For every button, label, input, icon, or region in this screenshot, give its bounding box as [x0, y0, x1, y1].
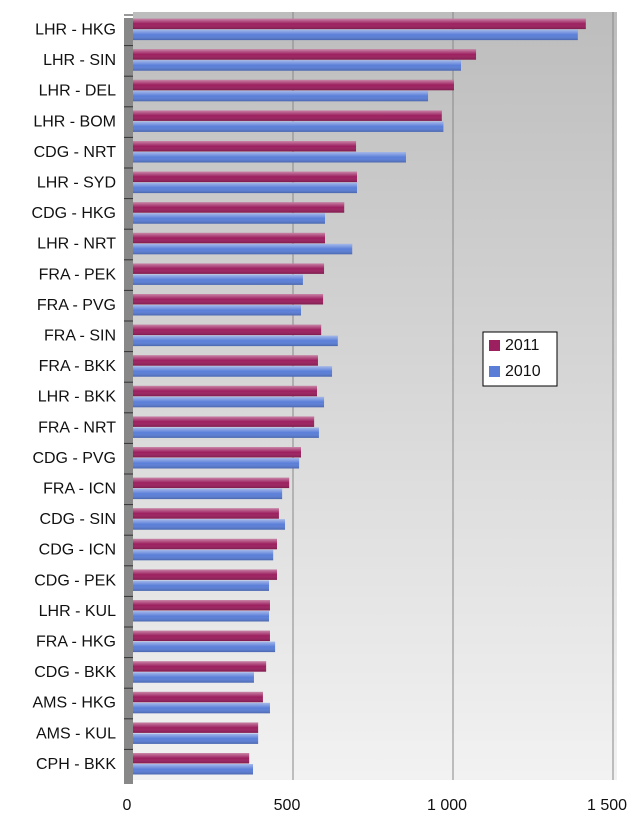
bar-shine	[133, 202, 345, 213]
bar-shine	[133, 305, 301, 316]
y-tick-label: FRA - BKK	[39, 358, 117, 375]
bar-shine	[133, 661, 267, 672]
y-tick-label: FRA - ICN	[43, 481, 116, 498]
y-tick-label: LHR - NRT	[37, 236, 116, 253]
bar-shine	[133, 488, 283, 500]
bar-shine	[133, 722, 259, 733]
bar-shine	[133, 519, 285, 530]
bar-shine	[133, 79, 454, 91]
y-tick-label: FRA - HKG	[36, 634, 116, 651]
bar-shine	[133, 90, 429, 102]
bar-shine	[133, 396, 325, 408]
bar-shine	[133, 213, 325, 224]
y-tick-label: CDG - SIN	[40, 511, 116, 528]
y-tick-label: CDG - NRT	[34, 144, 117, 161]
bar-shine	[133, 549, 274, 561]
bar-shine	[133, 294, 324, 305]
x-tick-label: 1 500	[587, 797, 627, 814]
y-tick-label: LHR - HKG	[35, 22, 116, 39]
bar-shine	[133, 274, 303, 285]
bar-shine	[133, 477, 290, 489]
bar-shine	[133, 335, 338, 347]
legend-label: 2011	[505, 337, 540, 354]
y-tick-label: CPH - BKK	[36, 756, 116, 773]
bar-shine	[133, 630, 270, 642]
y-tick-label: LHR - SYD	[37, 175, 116, 192]
y-tick-label: FRA - PVG	[37, 297, 116, 314]
bar-shine	[133, 121, 444, 132]
bar-shine	[133, 366, 333, 377]
bar-shine	[133, 385, 317, 397]
bar-shine	[133, 733, 259, 744]
bar-shine	[133, 611, 269, 622]
bar-shine	[133, 152, 406, 163]
bar-shine	[133, 600, 270, 611]
legend-swatch	[489, 366, 500, 377]
axis-wall	[124, 18, 133, 784]
legend-swatch	[489, 340, 500, 351]
bar-shine	[133, 641, 276, 653]
bar-shine	[133, 171, 357, 183]
y-tick-label: FRA - NRT	[38, 419, 116, 436]
y-tick-label: CDG - PVG	[32, 450, 116, 467]
y-tick-label: CDG - BKK	[34, 664, 116, 681]
bar-shine	[133, 182, 357, 194]
bar-shine	[133, 580, 269, 591]
y-tick-label: LHR - SIN	[43, 52, 116, 69]
bar-shine	[133, 672, 254, 683]
bar-shine	[133, 538, 277, 550]
bar-shine	[133, 18, 586, 30]
y-tick-label: CDG - ICN	[39, 542, 116, 559]
bar-shine	[133, 29, 578, 41]
y-tick-label: LHR - BOM	[33, 113, 116, 130]
bar-shine	[133, 232, 325, 244]
y-tick-label: AMS - KUL	[36, 725, 116, 742]
y-tick-label: LHR - BKK	[38, 389, 117, 406]
y-tick-label: FRA - PEK	[39, 266, 117, 283]
bar-shine	[133, 324, 322, 336]
y-tick-label: CDG - HKG	[32, 205, 116, 222]
y-tick-label: LHR - DEL	[39, 83, 116, 100]
bar-shine	[133, 569, 277, 580]
bar-shine	[133, 355, 318, 366]
y-tick-label: AMS - HKG	[32, 695, 116, 712]
bar-shine	[133, 263, 325, 274]
bar-shine	[133, 764, 253, 775]
bar-shine	[133, 447, 301, 458]
y-tick-label: FRA - SIN	[44, 328, 116, 345]
x-tick-label: 500	[274, 797, 301, 814]
bar-shine	[133, 60, 461, 71]
x-tick-label: 0	[123, 797, 132, 814]
bar-shine	[133, 49, 477, 60]
y-tick-label: LHR - KUL	[39, 603, 116, 620]
bar-shine	[133, 458, 300, 469]
bar-shine	[133, 243, 353, 255]
bar-shine	[133, 753, 250, 764]
y-tick-label: CDG - PEK	[34, 572, 116, 589]
bar-shine	[133, 427, 319, 438]
bar-shine	[133, 141, 357, 152]
bar-shine	[133, 691, 263, 703]
bar-shine	[133, 110, 442, 121]
x-tick-label: 1 000	[427, 797, 467, 814]
bar-shine	[133, 416, 315, 427]
bar-shine	[133, 702, 270, 714]
legend-label: 2010	[505, 363, 541, 380]
bar-shine	[133, 508, 279, 519]
